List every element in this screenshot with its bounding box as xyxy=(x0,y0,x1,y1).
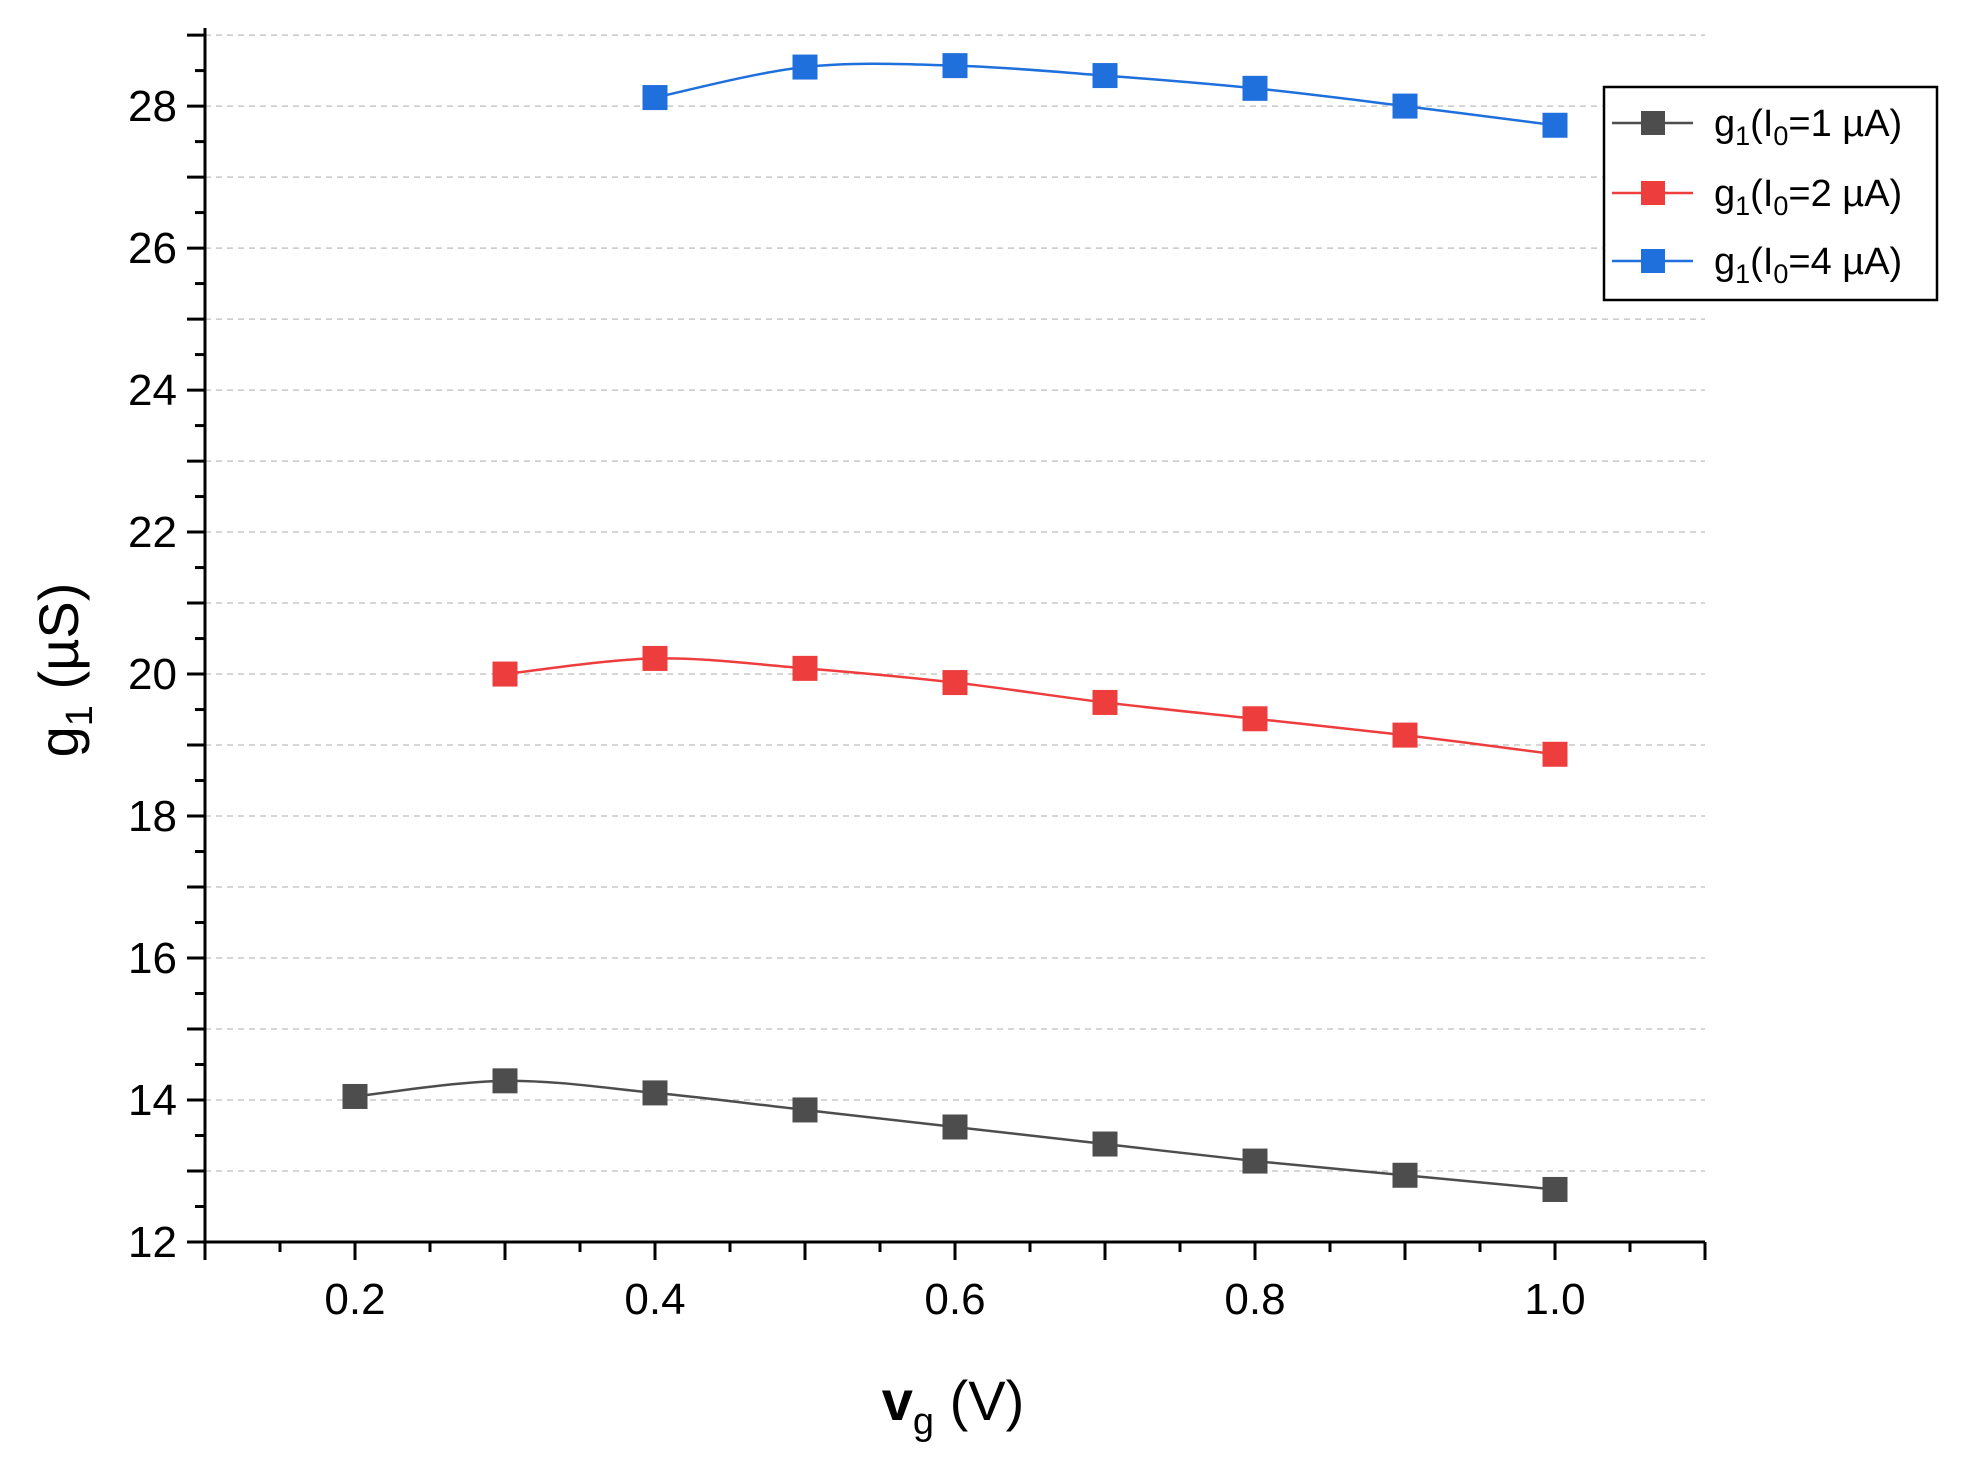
data-point xyxy=(342,1083,368,1109)
data-point xyxy=(642,645,668,671)
data-point xyxy=(1242,706,1268,732)
legend-label-1-b-sub: 0 xyxy=(1773,121,1788,151)
legend-label-3-b-sub: 0 xyxy=(1773,259,1788,289)
y-axis-title-rest: (µS) xyxy=(27,583,90,705)
data-point xyxy=(1392,722,1418,748)
x-tick-label: 0.2 xyxy=(324,1275,385,1324)
y-tick-label: 28 xyxy=(128,82,177,131)
legend-marker-2 xyxy=(1641,181,1665,205)
legend-label-3-a-sub: 1 xyxy=(1735,259,1750,289)
y-tick-label: 24 xyxy=(128,366,177,415)
data-point xyxy=(492,1068,518,1094)
tick-marks xyxy=(187,33,1707,1260)
y-axis-title-sub: 1 xyxy=(59,705,101,726)
data-point xyxy=(942,53,968,79)
legend-entry-2: g1(I0=2 µA) xyxy=(1612,173,1902,221)
series-1 xyxy=(342,1068,1568,1202)
y-tick-label: 14 xyxy=(128,1076,177,1125)
data-point xyxy=(492,661,518,687)
legend-label-2-a-sub: 1 xyxy=(1735,191,1750,221)
y-tick-label: 26 xyxy=(128,224,177,273)
legend-label-2-b-sub: 0 xyxy=(1773,191,1788,221)
data-point xyxy=(1092,689,1118,715)
series-line xyxy=(504,657,1556,756)
data-point xyxy=(942,670,968,696)
y-tick-label: 16 xyxy=(128,934,177,983)
x-tick-label: 1.0 xyxy=(1524,1275,1585,1324)
legend-label-1-c: =1 µA) xyxy=(1788,103,1902,145)
data-point xyxy=(1242,1148,1268,1174)
series-layer xyxy=(342,53,1568,1202)
legend-entry-3: g1(I0=4 µA) xyxy=(1612,241,1902,289)
data-point xyxy=(792,655,818,681)
series-2 xyxy=(492,645,1568,767)
data-point xyxy=(1542,741,1568,767)
legend-label-3-b: (I xyxy=(1750,241,1773,283)
x-axis-title-rest: (V) xyxy=(934,1369,1024,1432)
legend-label-1: g1(I0=1 µA) xyxy=(1714,103,1902,151)
legend: g1(I0=1 µA) g1(I0=2 µA) g1(I0=4 µA) xyxy=(1602,85,1939,302)
data-point xyxy=(792,1097,818,1123)
data-point xyxy=(1392,1162,1418,1188)
legend-entry-1: g1(I0=1 µA) xyxy=(1612,103,1902,151)
x-axis-title-main: v xyxy=(882,1369,913,1432)
legend-label-3: g1(I0=4 µA) xyxy=(1714,241,1902,289)
x-tick-label: 0.8 xyxy=(1224,1275,1285,1324)
x-tick-label: 0.6 xyxy=(924,1275,985,1324)
data-point xyxy=(792,54,818,80)
data-point xyxy=(1542,1176,1568,1202)
legend-label-2-b: (I xyxy=(1750,173,1773,215)
x-axis-title: vg (V) xyxy=(882,1369,1025,1443)
x-axis-title-sub: g xyxy=(913,1401,934,1443)
data-point xyxy=(642,1080,668,1106)
y-axis-title: g1 (µS) xyxy=(27,583,101,758)
y-tick-label: 20 xyxy=(128,650,177,699)
data-point xyxy=(1392,93,1418,119)
y-axis-title-main: g xyxy=(27,726,90,757)
legend-label-1-a-sub: 1 xyxy=(1735,121,1750,151)
legend-label-1-a: g xyxy=(1714,103,1735,145)
data-point xyxy=(1542,112,1568,138)
data-point xyxy=(1092,1131,1118,1157)
data-point xyxy=(942,1114,968,1140)
y-tick-label: 18 xyxy=(128,792,177,841)
series-3 xyxy=(642,53,1568,138)
legend-label-3-c: =4 µA) xyxy=(1788,241,1902,283)
data-point xyxy=(1092,63,1118,89)
data-point xyxy=(1242,75,1268,101)
legend-label-2: g1(I0=2 µA) xyxy=(1714,173,1902,221)
data-point xyxy=(642,85,668,111)
axes xyxy=(203,28,1705,1244)
legend-label-2-c: =2 µA) xyxy=(1788,173,1902,215)
legend-marker-1 xyxy=(1641,111,1665,135)
tick-labels: 0.2 0.4 0.6 0.8 1.0 12 14 16 18 20 22 24 26 28 xyxy=(128,82,1586,1324)
legend-label-3-a: g xyxy=(1714,241,1735,283)
legend-label-2-a: g xyxy=(1714,173,1735,215)
y-tick-label: 22 xyxy=(128,508,177,557)
legend-marker-3 xyxy=(1641,249,1665,273)
legend-label-1-b: (I xyxy=(1750,103,1773,145)
y-tick-label: 12 xyxy=(128,1218,177,1267)
grid-lines xyxy=(205,34,1705,1172)
x-tick-label: 0.4 xyxy=(624,1275,685,1324)
